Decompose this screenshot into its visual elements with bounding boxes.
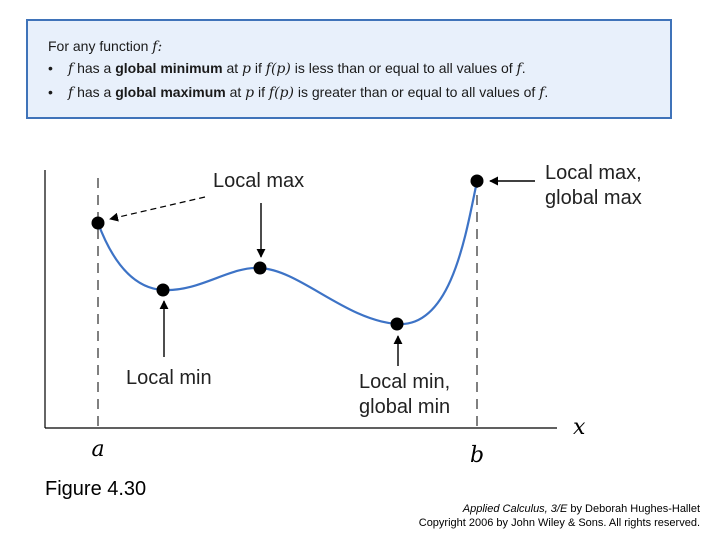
book-title: Applied Calculus, 3/E: [462, 503, 568, 515]
expr-f-of-p: f(p): [268, 85, 294, 101]
copyright-line: Copyright 2006 by John Wiley & Sons. All…: [418, 517, 700, 529]
annotation-global-max-line2: global max: [545, 187, 642, 209]
bullet-text: at: [229, 84, 242, 100]
bullet-text: is less than or equal to all values of: [294, 60, 513, 76]
intro-colon: :: [157, 39, 163, 55]
point-global-max: [470, 174, 484, 188]
term-global-maximum: global maximum: [115, 84, 226, 100]
definition-box: For any function f: • f has a global mini…: [26, 19, 672, 119]
expr-f-of-p: f(p): [265, 61, 291, 77]
figure-title: Figure 4.30: [45, 478, 147, 500]
annotation-local-min: Local min: [126, 367, 212, 389]
definition-bullet-min: • f has a global minimum at p if f(p) is …: [48, 60, 526, 77]
bullet-text: has a: [77, 60, 112, 76]
var-f: f: [539, 85, 545, 101]
var-f: f: [68, 61, 74, 77]
definition-intro: For any function f:: [48, 38, 162, 55]
period: .: [521, 60, 526, 76]
annotation-global-min-line1: Local min,: [359, 371, 450, 393]
period: .: [544, 84, 549, 100]
annotation-local-max-left: Local max: [213, 170, 304, 192]
point-local-max: [253, 261, 267, 275]
annotation-global-max-line1: Local max,: [545, 162, 642, 184]
book-author: by Deborah Hughes-Hallet: [567, 503, 700, 515]
bullet-text: at: [226, 60, 239, 76]
bullet-text: if: [254, 60, 262, 76]
bullet-dot: •: [48, 84, 53, 100]
point-global-min: [390, 317, 404, 331]
term-global-minimum: global minimum: [115, 60, 223, 76]
bullet-text: is greater than or equal to all values o…: [297, 84, 536, 100]
bullet-dot: •: [48, 60, 53, 76]
bullet-text: if: [258, 84, 266, 100]
function-curve: [96, 180, 479, 326]
copyright-credit: Applied Calculus, 3/E by Deborah Hughes-…: [419, 502, 700, 530]
definition-bullet-max: • f has a global maximum at p if f(p) is …: [48, 84, 548, 101]
var-p: p: [245, 85, 255, 101]
point-left-endpoint-max: [91, 216, 105, 230]
x-axis-label: x: [573, 415, 586, 440]
bullet-text: has a: [77, 84, 112, 100]
var-f: f: [516, 61, 522, 77]
tick-label-a: a: [91, 437, 104, 462]
var-f: f: [68, 85, 74, 101]
point-local-min: [156, 283, 170, 297]
annotation-global-min-line2: global min: [359, 396, 450, 418]
intro-var: f: [152, 39, 158, 55]
intro-text: For any function: [48, 38, 149, 54]
var-p: p: [242, 61, 251, 77]
arrow-to-left-endpoint: [109, 196, 206, 222]
tick-label-b: b: [470, 443, 484, 468]
